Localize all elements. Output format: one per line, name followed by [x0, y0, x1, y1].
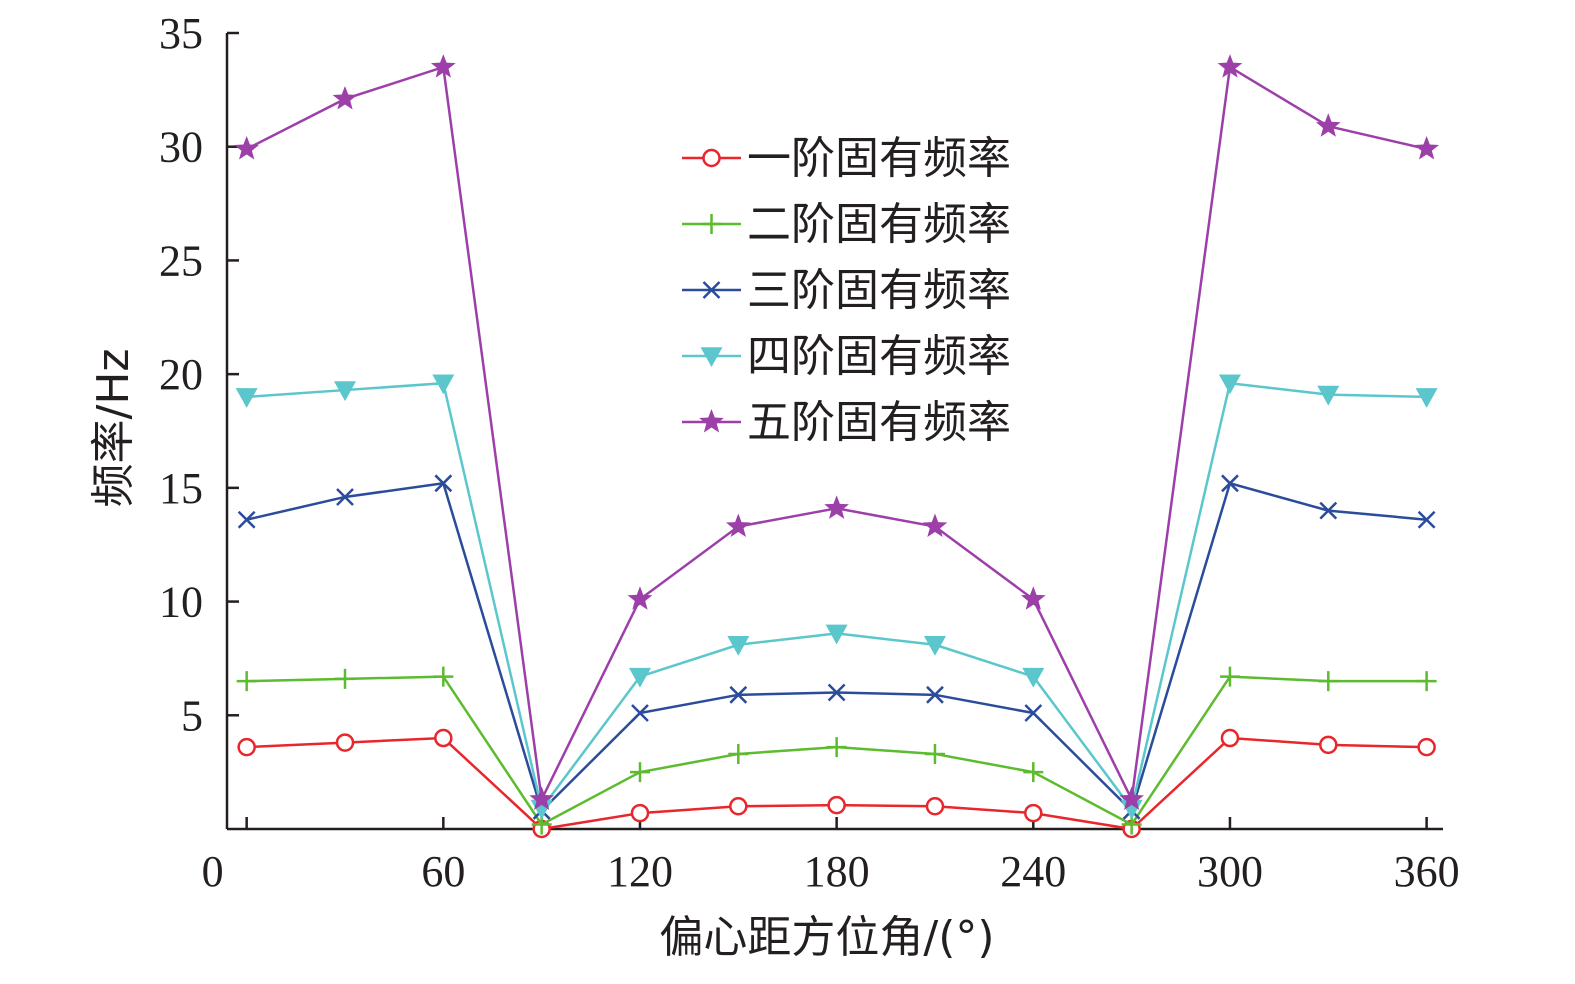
legend-marker	[700, 347, 723, 367]
data-point	[630, 803, 650, 823]
legend-item: 二阶固有频率	[682, 199, 1011, 250]
data-point	[333, 381, 356, 402]
legend-label: 五阶固有频率	[747, 397, 1011, 448]
data-point	[234, 135, 260, 160]
data-point	[825, 624, 848, 645]
data-point	[1414, 135, 1439, 160]
data-point	[1217, 54, 1243, 78]
data-point	[627, 586, 653, 610]
data-point	[1020, 586, 1046, 610]
data-point	[631, 704, 649, 722]
data-point	[827, 795, 846, 815]
x-axis-ticks: 0 60 120 180 240 300 360	[202, 817, 1460, 896]
data-point	[923, 635, 946, 656]
data-point	[430, 54, 456, 78]
y-tick-label: 20	[159, 350, 203, 399]
data-point	[728, 743, 749, 764]
data-point	[335, 733, 355, 752]
x-tick-label: 0	[202, 847, 224, 896]
data-point	[1219, 666, 1240, 687]
data-point	[1317, 385, 1340, 406]
data-point	[1220, 728, 1240, 748]
data-point	[926, 685, 944, 704]
data-point	[925, 797, 945, 816]
data-point	[629, 762, 650, 783]
data-point	[729, 685, 748, 704]
data-point	[1024, 704, 1043, 722]
legend-item: 三阶固有频率	[682, 265, 1011, 316]
x-tick-label: 60	[421, 847, 465, 896]
data-point	[336, 488, 354, 506]
data-point	[432, 374, 455, 395]
data-point	[1319, 735, 1338, 755]
series-line	[246, 481, 1427, 814]
legend-item: 四阶固有频率	[682, 331, 1011, 382]
data-point	[434, 474, 453, 493]
data-point	[1417, 510, 1436, 529]
legend-label: 一阶固有频率	[747, 133, 1011, 184]
data-point	[727, 635, 750, 656]
data-point	[1415, 388, 1438, 408]
data-point	[434, 728, 453, 748]
data-point	[725, 513, 751, 538]
data-point	[529, 786, 555, 810]
y-tick-label: 5	[181, 691, 203, 740]
data-point	[236, 671, 257, 692]
legend-marker	[702, 148, 721, 168]
legend-label: 四阶固有频率	[747, 331, 1011, 382]
data-point	[332, 85, 358, 110]
x-tick-label: 240	[1000, 847, 1066, 896]
data-point	[1319, 501, 1338, 520]
y-axis-title: 频率/Hz	[88, 348, 139, 507]
data-point	[1022, 667, 1045, 688]
data-point	[433, 666, 454, 687]
data-point	[1221, 474, 1239, 493]
data-point	[1119, 786, 1144, 810]
x-axis-title: 偏心距方位角/(°)	[659, 912, 994, 963]
legend-item: 一阶固有频率	[682, 133, 1011, 184]
y-tick-label: 25	[159, 236, 203, 285]
data-point	[1218, 374, 1241, 395]
x-tick-label: 360	[1394, 847, 1460, 896]
data-point	[924, 743, 945, 764]
series-4	[235, 374, 1438, 820]
data-point	[922, 513, 948, 538]
data-point	[1024, 803, 1043, 823]
series-2	[236, 666, 1437, 835]
data-point	[824, 495, 849, 519]
y-tick-label: 10	[159, 578, 203, 627]
legend-marker	[701, 214, 722, 234]
legend-marker	[699, 409, 724, 433]
data-point	[1023, 762, 1044, 783]
data-point	[334, 668, 355, 689]
legend-label: 三阶固有频率	[747, 265, 1011, 316]
data-point	[1416, 671, 1437, 692]
data-point	[237, 510, 256, 529]
chart-axes: 5 10 15 20 25 30 35 0 60 120 180 240 300 360	[159, 9, 1460, 896]
data-point	[827, 683, 846, 702]
y-tick-label: 30	[159, 123, 203, 172]
series-layer	[234, 54, 1439, 839]
x-tick-label: 120	[607, 847, 673, 896]
y-axis-ticks: 5 10 15 20 25 30 35	[159, 9, 239, 740]
x-tick-label: 180	[804, 847, 870, 896]
data-point	[237, 737, 256, 757]
legend-marker	[702, 281, 721, 299]
y-tick-label: 15	[159, 464, 203, 513]
data-point	[1417, 737, 1436, 757]
data-point	[729, 797, 748, 816]
legend-item: 五阶固有频率	[682, 397, 1011, 448]
data-point	[1315, 113, 1341, 137]
data-point	[826, 737, 847, 758]
series-3	[237, 474, 1436, 820]
data-point	[1318, 671, 1339, 692]
series-5	[234, 54, 1439, 810]
legend-label: 二阶固有频率	[747, 199, 1011, 250]
data-point	[235, 388, 258, 408]
data-point	[628, 667, 651, 688]
x-tick-label: 300	[1197, 847, 1263, 896]
y-tick-label: 35	[159, 9, 203, 58]
